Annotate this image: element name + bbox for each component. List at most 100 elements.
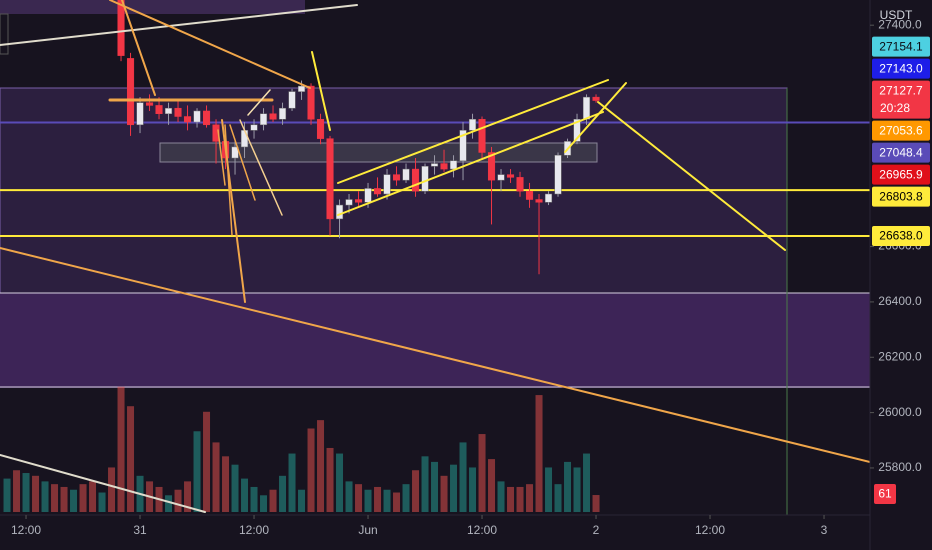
- volume-bar: [3, 478, 11, 512]
- candle-body: [392, 174, 401, 181]
- volume-bar: [269, 489, 277, 512]
- volume-bar: [41, 481, 49, 512]
- volume-bar: [573, 467, 581, 512]
- volume-bar: [450, 464, 458, 512]
- volume-bar: [507, 486, 515, 512]
- price-label: 26803.8: [879, 189, 923, 203]
- price-label: 26965.9: [879, 167, 923, 181]
- candle-body: [316, 119, 325, 139]
- candle-body: [136, 102, 144, 126]
- y-tick-label: 26400.0: [878, 294, 922, 308]
- y-tick-label: 26200.0: [878, 349, 922, 363]
- candle-body: [535, 199, 543, 203]
- y-tick-label: 26000.0: [878, 405, 922, 419]
- volume-bar: [250, 486, 258, 512]
- x-tick-label: 12:00: [695, 523, 725, 537]
- volume-bar: [402, 484, 410, 512]
- volume-label-box: [874, 484, 896, 504]
- candle-body: [326, 138, 334, 220]
- volume-bar: [241, 478, 249, 512]
- volume-bar: [478, 434, 486, 512]
- volume-bar: [545, 467, 553, 512]
- volume-bar: [459, 442, 467, 512]
- price-label-box: [872, 226, 930, 247]
- price-label: 27048.4: [879, 145, 923, 159]
- volume-label: 61: [878, 487, 892, 501]
- candle-body: [288, 91, 296, 109]
- price-label-box: [872, 142, 930, 163]
- volume-bar: [89, 481, 97, 512]
- price-label-box: [872, 58, 930, 79]
- candle-body: [383, 174, 391, 195]
- drawings: [0, 0, 870, 513]
- y-tick-label: 25800.0: [878, 460, 922, 474]
- price-label: 27053.6: [879, 123, 923, 137]
- zone-box: [0, 13, 9, 55]
- candle-body: [506, 174, 515, 178]
- candle-body: [440, 163, 448, 170]
- trend-line: [247, 89, 271, 116]
- plot-area: [0, 0, 870, 515]
- volume-bar: [98, 492, 106, 512]
- volume-bar: [364, 489, 372, 512]
- candle-body: [402, 168, 410, 181]
- x-tick-label: Jun: [358, 523, 377, 537]
- price-label-box: [872, 120, 930, 141]
- volume-bar: [440, 475, 448, 512]
- candle-body: [516, 177, 524, 192]
- volume-bar: [231, 464, 239, 512]
- candle-body: [193, 110, 201, 123]
- volume-bar: [317, 420, 325, 512]
- trend-line: [217, 129, 226, 186]
- trend-line: [564, 82, 627, 153]
- channel-line: [337, 79, 609, 184]
- volume-bar: [22, 473, 30, 512]
- candle-body: [155, 105, 163, 114]
- candle-body: [278, 107, 287, 120]
- candle-body: [554, 154, 562, 195]
- volume-bar: [165, 495, 173, 512]
- volume-bar: [298, 489, 306, 512]
- volume-bar: [516, 486, 524, 512]
- candle-body: [145, 102, 154, 106]
- volume-bar: [212, 442, 220, 512]
- channel-line: [337, 111, 604, 216]
- x-tick-label: 12:00: [467, 523, 497, 537]
- volume-bar: [108, 467, 116, 512]
- candle-body: [174, 107, 182, 117]
- trend-line: [239, 119, 283, 216]
- volume-bar: [307, 428, 315, 512]
- trend-line: [0, 4, 358, 46]
- trend-line: [597, 101, 786, 251]
- trend-line: [224, 124, 233, 236]
- candle-body: [250, 124, 258, 131]
- candle-body: [183, 116, 192, 123]
- candle-body: [582, 96, 591, 120]
- price-label: 27127.7: [879, 83, 923, 97]
- candle-body: [525, 190, 534, 200]
- x-tick-label: 12:00: [239, 523, 269, 537]
- volume-bar: [288, 453, 296, 512]
- countdown-label: 20:28: [880, 101, 910, 115]
- trend-line: [0, 454, 206, 513]
- trend-line: [311, 51, 331, 131]
- candle-body: [117, 0, 125, 56]
- volume-bar: [203, 411, 211, 512]
- candle-body: [126, 58, 135, 126]
- volume-bar: [421, 456, 429, 512]
- volume-bar: [60, 486, 68, 512]
- volume-bar: [383, 489, 391, 512]
- volume-bar: [592, 495, 600, 512]
- price-label: 27143.0: [879, 61, 923, 75]
- price-label-box: [872, 186, 930, 207]
- candle-body: [307, 85, 315, 120]
- volume-bar: [355, 484, 363, 512]
- volume-bar: [345, 481, 353, 512]
- price-label-box: [872, 36, 930, 57]
- candle-body: [240, 130, 249, 148]
- currency-label: USDT: [880, 8, 913, 22]
- trend-line: [109, 0, 311, 89]
- candle-body: [259, 113, 268, 126]
- volume-bar: [51, 484, 59, 512]
